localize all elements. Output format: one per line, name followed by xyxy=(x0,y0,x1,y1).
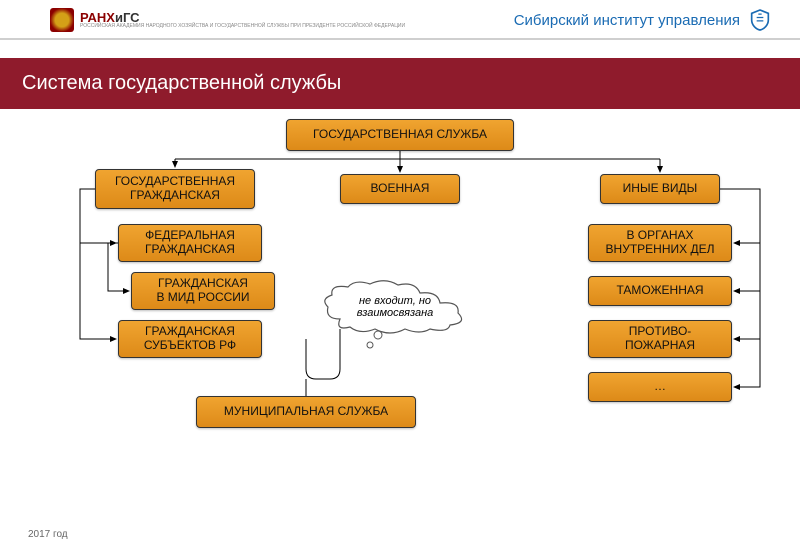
emblem-icon xyxy=(50,8,74,32)
shield-icon xyxy=(750,8,770,32)
node-fire: ПРОТИВО- ПОЖАРНАЯ xyxy=(588,320,732,358)
node-civil: ГОСУДАРСТВЕННАЯ ГРАЖДАНСКАЯ xyxy=(95,169,255,209)
institution-wrap: Сибирский институт управления xyxy=(514,8,770,32)
page-title: Система государственной службы xyxy=(0,58,800,109)
node-other: ИНЫЕ ВИДЫ xyxy=(600,174,720,204)
diagram-canvas: ГОСУДАРСТВЕННАЯ СЛУЖБА ГОСУДАРСТВЕННАЯ ГР… xyxy=(0,109,800,489)
logo-ranepa: РАНХиГС РОССИЙСКАЯ АКАДЕМИЯ НАРОДНОГО ХО… xyxy=(50,8,405,32)
node-muni: МУНИЦИПАЛЬНАЯ СЛУЖБА xyxy=(196,396,416,428)
logo-subtitle: РОССИЙСКАЯ АКАДЕМИЯ НАРОДНОГО ХОЗЯЙСТВА … xyxy=(80,24,405,29)
node-fed: ФЕДЕРАЛЬНАЯ ГРАЖДАНСКАЯ xyxy=(118,224,262,262)
node-customs: ТАМОЖЕННАЯ xyxy=(588,276,732,306)
year-label: 2017 год xyxy=(28,529,68,540)
node-subj: ГРАЖДАНСКАЯ СУБЪЕКТОВ РФ xyxy=(118,320,262,358)
cloud-note: не входит, но взаимосвязана xyxy=(320,279,470,335)
node-mid: ГРАЖДАНСКАЯ В МИД РОССИИ xyxy=(131,272,275,310)
node-dots: … xyxy=(588,372,732,402)
node-root: ГОСУДАРСТВЕННАЯ СЛУЖБА xyxy=(286,119,514,151)
node-mil: ВОЕННАЯ xyxy=(340,174,460,204)
node-mvd: В ОРГАНАХ ВНУТРЕННИХ ДЕЛ xyxy=(588,224,732,262)
institution-title: Сибирский институт управления xyxy=(514,12,740,29)
logo-text: РАНХиГС РОССИЙСКАЯ АКАДЕМИЯ НАРОДНОГО ХО… xyxy=(80,11,405,29)
header: РАНХиГС РОССИЙСКАЯ АКАДЕМИЯ НАРОДНОГО ХО… xyxy=(0,0,800,40)
